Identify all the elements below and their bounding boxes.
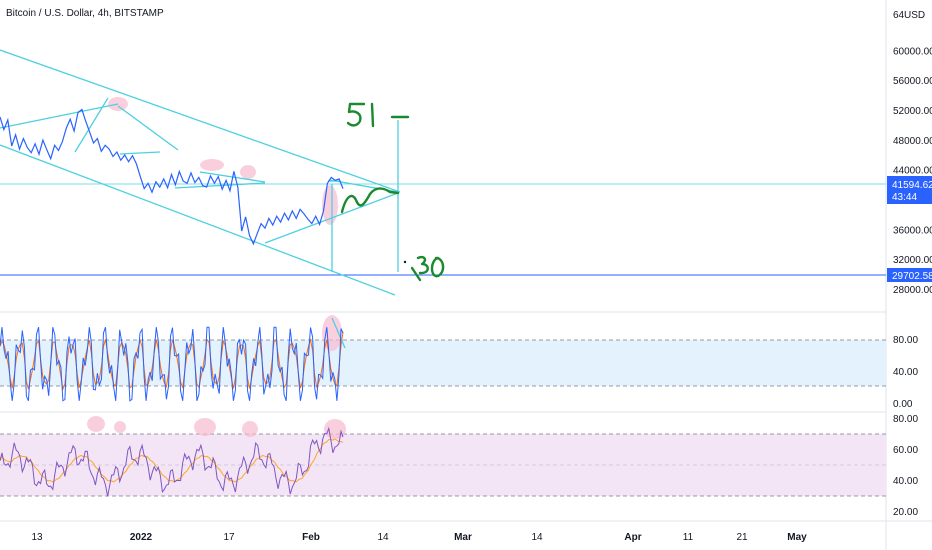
time-tick-label: 14 (377, 532, 389, 543)
time-tick-label: 21 (736, 532, 748, 543)
time-tick-label: 14 (531, 532, 543, 543)
price-tick-label: 28000.00 (893, 285, 932, 296)
rsi-tick-label: 40.00 (893, 476, 918, 487)
time-tick-label: Mar (454, 532, 472, 543)
rsi-ma-line (0, 438, 344, 483)
time-tick-label: 11 (683, 532, 694, 543)
target-dot (403, 260, 407, 264)
stoch-tick-label: 80.00 (893, 335, 918, 346)
price-axis[interactable]: 60000.00 56000.00 52000.00 48000.00 44000.00… (893, 46, 932, 296)
time-tick-label: 17 (223, 532, 235, 543)
marked-price-badge (887, 268, 932, 282)
rsi-tick-label: 80.00 (893, 414, 918, 425)
rsi-tick-label: 60.00 (893, 445, 918, 456)
current-price-countdown: 43:44 (892, 192, 917, 203)
price-axis-top-partial: 64 (893, 10, 905, 21)
trendline-drawings[interactable] (0, 49, 401, 349)
stoch-axis: 80.00 40.00 0.00 (893, 335, 918, 410)
price-tick-label: 56000.00 (893, 76, 932, 87)
marked-price-value: 29702.58 (892, 271, 932, 282)
rsi-axis: 80.00 60.00 40.00 20.00 (893, 414, 918, 518)
stoch-tick-label: 0.00 (893, 399, 913, 410)
time-axis[interactable]: 13 2022 17 Feb 14 Mar 14 Apr 11 21 May (31, 532, 807, 543)
price-tick-label: 32000.00 (893, 255, 932, 266)
price-tick-label: 48000.00 (893, 136, 932, 147)
handdrawn-path (340, 102, 445, 282)
current-price-value: 41594.62 (892, 180, 932, 191)
highlight-markers (87, 97, 346, 439)
price-series-line (0, 108, 344, 246)
time-tick-label: May (787, 532, 807, 543)
price-tick-label: 60000.00 (893, 46, 932, 57)
price-tick-label: 44000.00 (893, 166, 932, 177)
time-tick-label: Feb (302, 532, 320, 543)
time-tick-label: 2022 (130, 532, 153, 543)
currency-label[interactable]: USD (904, 10, 925, 21)
time-tick-label: 13 (31, 532, 43, 543)
stoch-tick-label: 40.00 (893, 367, 918, 378)
stoch-band-fill (0, 340, 886, 386)
current-price-badge (887, 176, 932, 204)
price-tick-label: 36000.00 (893, 225, 932, 236)
stoch-k-line (0, 326, 344, 402)
rsi-tick-label: 20.00 (893, 507, 918, 518)
price-tick-label: 52000.00 (893, 106, 932, 117)
time-tick-label: Apr (624, 532, 641, 543)
chart-title: Bitcoin / U.S. Dollar, 4h, BITSTAMP (6, 8, 164, 19)
rsi-line (0, 426, 344, 497)
stoch-d-line (0, 331, 344, 392)
